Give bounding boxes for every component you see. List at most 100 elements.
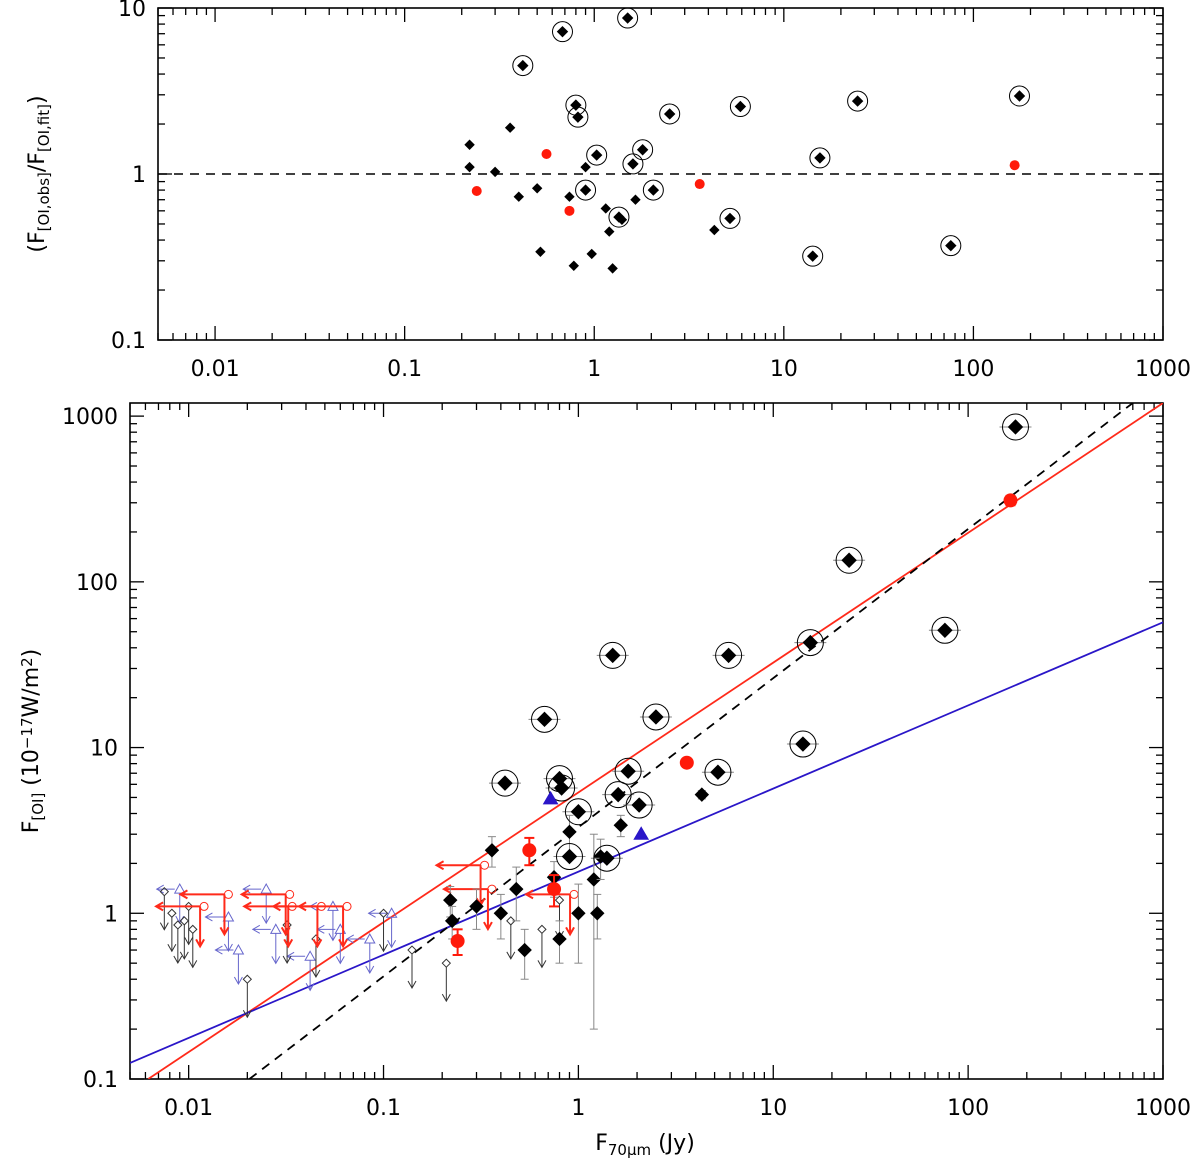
circled-detection (841, 552, 857, 568)
top-point-ring (622, 153, 644, 175)
blue-limit-arrow-head (335, 956, 345, 965)
top-point-ring (551, 21, 573, 43)
blue_fit-line (130, 621, 1163, 1064)
top-black-point (513, 191, 525, 202)
black-limit-arrow-head (537, 960, 547, 969)
top-y-tick-label: 10 (118, 0, 146, 22)
black-detection (517, 942, 532, 958)
top-circled-point (556, 25, 569, 38)
red-limit-arrow-left-head (154, 901, 164, 912)
circled-detection (720, 647, 737, 664)
black-limit-diamond (537, 924, 547, 935)
top-x-tick-label: 0.01 (191, 357, 240, 382)
circled-ring (614, 757, 642, 785)
red-detection (547, 882, 562, 897)
ylabel-unit-open: (10 (19, 749, 44, 793)
circled-detection (710, 764, 726, 780)
top-black-point (464, 161, 475, 173)
top-y-tick-label: 0.1 (111, 329, 146, 354)
top-circled-point (613, 211, 625, 223)
red-limit-circle (569, 889, 579, 899)
top-ylabel-mid: /F (25, 152, 50, 172)
blue-limit-arrow-left-head (367, 908, 376, 918)
red-limit-arrow-left-head (178, 889, 188, 900)
top-ylabel-sub2: [OI,fit] (35, 104, 53, 152)
bottom-tick-labels: 0.01 0.1 1 10 100 1000 0.1 1 10 100 1000 (62, 405, 1191, 1121)
circled-detection (631, 797, 647, 813)
black-detection (586, 872, 602, 887)
top-circled-point (590, 149, 603, 161)
black-detection (469, 899, 484, 914)
blue-limit-triangle (269, 923, 282, 934)
ylabel-main: F (19, 821, 44, 834)
top-circled-point (579, 184, 592, 196)
bottom-x-tick-label: 1000 (1135, 1096, 1191, 1121)
red-detection (522, 843, 537, 858)
black-limit-arrow-head (282, 955, 292, 964)
red-limit-arrow-left-head (297, 901, 307, 912)
circled-detection (795, 736, 811, 752)
red-detection (450, 934, 465, 949)
red-limit-arrow-left-head (242, 901, 252, 912)
blue-limit-arrow-head (305, 983, 315, 992)
circled-detection (497, 775, 513, 791)
red-limit-arrow-head (565, 926, 575, 937)
xlabel-main: F (595, 1131, 608, 1156)
circled-detection (610, 786, 626, 803)
top-x-tick-label: 100 (952, 357, 994, 382)
black-limit-arrow-head (173, 955, 183, 964)
top-black-point (580, 161, 591, 173)
blue-limit-arrow-head (365, 965, 375, 974)
ylabel-sup2: 2 (18, 657, 36, 667)
top-x-tick-label: 1000 (1135, 357, 1191, 382)
top-circled-point (517, 59, 529, 72)
black-detection (484, 843, 500, 858)
circled-detection (570, 804, 587, 820)
bottom-y-tick-label: 10 (90, 737, 118, 762)
top-x-tick-label: 10 (770, 357, 798, 382)
top-red-point (694, 179, 705, 190)
circled-detection (1007, 419, 1024, 435)
circled-detection (620, 763, 636, 779)
top-red-point (471, 185, 482, 196)
top-black-point (709, 224, 720, 236)
top-black-point (607, 263, 618, 274)
blue-limit-triangle (232, 944, 245, 955)
bottom-x-tick-label: 0.1 (366, 1096, 401, 1121)
top-black-point (464, 139, 475, 150)
circled-ring (789, 730, 817, 758)
top-circled-point (627, 158, 639, 170)
black-limit-arrow-head (188, 960, 198, 969)
bottom-plot-frame (129, 402, 1164, 1080)
bottom-y-tick-label: 1 (104, 902, 118, 927)
red-limit-arrow-left-head (434, 860, 445, 871)
top-black-point (600, 203, 611, 214)
blue-limit-triangle (260, 883, 273, 894)
circled-ring (555, 843, 583, 871)
circled-ring (835, 546, 863, 574)
red-detection (1003, 493, 1018, 508)
top-point-ring (940, 235, 962, 257)
bottom-y-tick-label: 1000 (62, 405, 118, 430)
top-point-ring (1008, 85, 1030, 107)
top-point-ring (802, 245, 824, 267)
red-limit-arrow-head (312, 938, 323, 949)
top-circled-point (572, 111, 584, 123)
bottom-x-tick-label: 1 (571, 1096, 585, 1121)
black-detection (571, 906, 586, 921)
black-limit-diamond (441, 958, 452, 968)
red-limit-arrow-head (483, 921, 493, 932)
top-black-point (531, 183, 543, 194)
top-point-ring (512, 55, 534, 77)
blue-limit-arrow-left-head (155, 884, 164, 894)
top-circled-point (636, 144, 649, 156)
top-black-point (630, 194, 641, 205)
blue-limit-arrow-left-head (214, 945, 223, 955)
top-point-ring (608, 206, 630, 228)
top-circled-point (734, 100, 747, 113)
circled-ring (931, 616, 959, 644)
blue-limit-arrow-head (233, 976, 243, 986)
red-limit-arrow-head (283, 938, 294, 949)
circled-ring (531, 705, 559, 733)
